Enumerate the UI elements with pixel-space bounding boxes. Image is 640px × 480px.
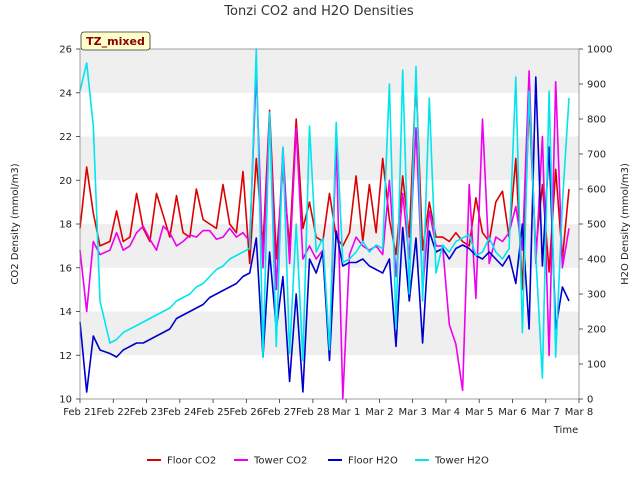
y-right-tick-label: 900 [587, 80, 606, 91]
y-right-tick-label: 500 [587, 220, 606, 231]
x-tick-label: Mar 6 [498, 407, 526, 418]
y-right-tick-label: 400 [587, 255, 606, 266]
grid-band [80, 224, 579, 268]
y-right-tick-label: 300 [587, 290, 606, 301]
series-line [79, 48, 570, 379]
y-left-tick-label: 26 [59, 45, 72, 56]
legend-label: Tower CO2 [253, 456, 307, 467]
y-left-tick-label: 18 [59, 220, 72, 231]
grid-band [80, 267, 579, 312]
legend-label: Tower H2O [434, 456, 489, 467]
x-axis: Feb 21 Feb 22 Feb 23 Feb 24 Feb 25 Feb 26 Feb … [63, 399, 593, 418]
grid-band [80, 49, 579, 93]
x-tick-label: Feb 21 [63, 407, 97, 418]
chart-title: Tonzi CO2 and H2O Densities [223, 4, 414, 19]
y-left-tick-label: 10 [59, 395, 72, 406]
y-right-tick-label: 1000 [587, 45, 612, 56]
x-tick-label: Feb 26 [230, 407, 264, 418]
legend: Floor CO2 Tower CO2 Floor H2O Tower H2O [147, 456, 489, 467]
y-axis-right-label: H2O Density (mmol/m3) [620, 163, 631, 285]
series-layer [79, 48, 570, 400]
x-tick-label: Mar 3 [398, 407, 426, 418]
y-left-tick-label: 22 [59, 132, 72, 143]
y-axis-left-label: CO2 Density (mmol/m3) [10, 163, 21, 284]
y-left-tick-label: 16 [59, 263, 72, 274]
y-right-tick-label: 800 [587, 115, 606, 126]
x-tick-label: Mar 8 [565, 407, 593, 418]
x-tick-label: Mar 1 [332, 407, 360, 418]
x-tick-label: Mar 2 [365, 407, 393, 418]
site-tag-box [80, 31, 151, 51]
x-tick-label: Mar 7 [532, 407, 560, 418]
y-left-tick-label: 14 [59, 307, 72, 318]
legend-label: Floor H2O [348, 456, 398, 467]
x-tick-label: Feb 27 [263, 407, 297, 418]
legend-label: Floor CO2 [167, 456, 216, 467]
site-tag-label: TZ_mixed [86, 35, 145, 48]
x-tick-label: Feb 22 [96, 407, 130, 418]
y-right-tick-label: 700 [587, 150, 606, 161]
y-right-tick-label: 0 [587, 395, 593, 406]
y-right-tick-label: 200 [587, 325, 606, 336]
y-left-tick-label: 20 [59, 176, 72, 187]
grid-band [80, 92, 579, 137]
x-tick-label: Mar 5 [465, 407, 493, 418]
x-tick-label: Feb 24 [163, 407, 197, 418]
x-tick-label: Feb 25 [196, 407, 230, 418]
x-axis-label: Time [553, 425, 578, 436]
x-tick-label: Feb 28 [296, 407, 330, 418]
y-left-tick-label: 24 [59, 88, 72, 99]
site-tag: TZ_mixed [80, 31, 151, 51]
y-axis-left: 10 12 14 16 18 20 22 24 26 [59, 45, 80, 406]
x-tick-label: Feb 23 [130, 407, 164, 418]
x-tick-label: Mar 4 [432, 407, 460, 418]
y-axis-right: 0 100 200 300 400 500 600 700 800 900 1000 [579, 45, 612, 406]
grid-band [80, 136, 579, 181]
y-right-tick-label: 100 [587, 360, 606, 371]
y-left-tick-label: 12 [59, 351, 72, 362]
grid-bands [80, 49, 579, 399]
y-right-tick-label: 600 [587, 185, 606, 196]
grid-band [80, 355, 579, 399]
